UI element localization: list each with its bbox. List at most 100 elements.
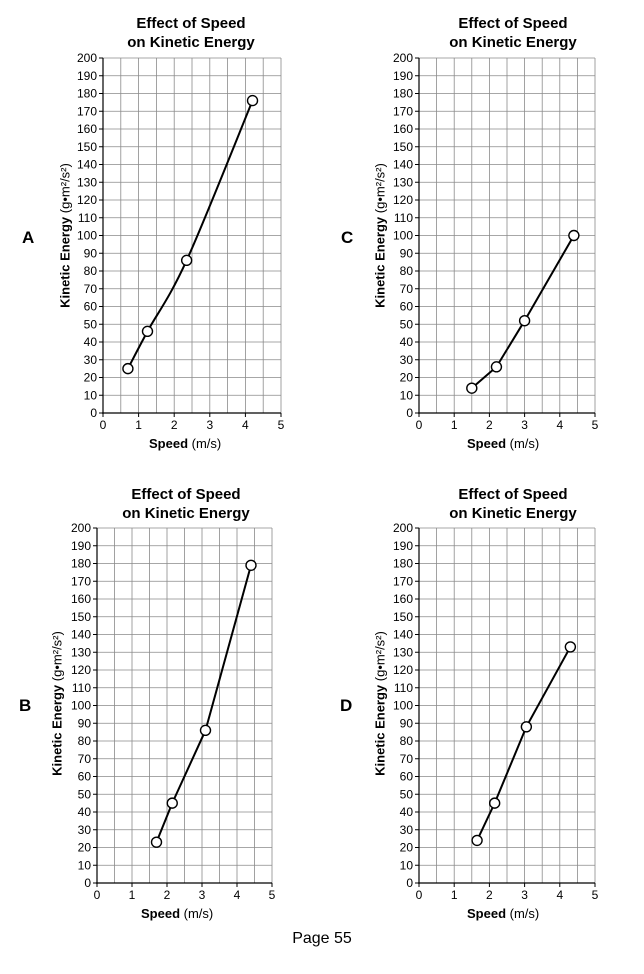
chart-title-line1: Effect of Speed — [131, 486, 241, 503]
y-tick-label: 0 — [406, 876, 413, 890]
x-tick-label: 4 — [556, 418, 563, 432]
y-tick-label: 110 — [394, 211, 413, 225]
series-line — [471, 234, 575, 389]
y-tick-label: 60 — [84, 300, 98, 314]
x-tick-label: 0 — [416, 418, 423, 432]
y-tick-label: 200 — [77, 51, 97, 65]
x-tick-label: 1 — [129, 888, 136, 902]
x-tick-label: 3 — [199, 888, 206, 902]
y-tick-label: 20 — [400, 371, 414, 385]
x-tick-label: 0 — [416, 888, 423, 902]
y-tick-label: 50 — [84, 317, 98, 331]
y-tick-label: 170 — [393, 574, 413, 588]
y-tick-label: 80 — [400, 734, 414, 748]
y-tick-label: 60 — [400, 300, 414, 314]
series-line — [127, 100, 254, 370]
y-tick-label: 170 — [393, 104, 413, 118]
y-tick-label: 80 — [84, 264, 98, 278]
y-tick-label: 30 — [84, 353, 98, 367]
data-point — [471, 834, 483, 847]
chart-title-line2: on Kinetic Energy — [127, 34, 255, 51]
data-point — [180, 254, 193, 267]
option-letter: D — [340, 696, 353, 715]
chart-title-line2: on Kinetic Energy — [449, 34, 577, 51]
y-tick-label: 40 — [400, 335, 414, 349]
y-tick-label: 10 — [78, 858, 92, 872]
y-tick-label: 30 — [400, 823, 414, 837]
y-tick-label: 30 — [78, 823, 92, 837]
y-tick-label: 140 — [71, 628, 91, 642]
chart-title: Effect of Speed on Kinetic Energy — [352, 485, 644, 523]
x-axis-label: Speed (m/s) — [467, 436, 540, 451]
y-tick-label: 100 — [393, 229, 413, 243]
data-point — [568, 229, 580, 242]
x-tick-label: 2 — [486, 418, 493, 432]
x-tick-label: 3 — [521, 418, 528, 432]
y-tick-label: 10 — [84, 388, 98, 402]
y-tick-label: 10 — [400, 388, 414, 402]
y-tick-label: 130 — [393, 175, 413, 189]
x-tick-label: 0 — [94, 888, 101, 902]
x-tick-label: 4 — [556, 888, 563, 902]
x-tick-label: 3 — [206, 418, 213, 432]
data-point — [122, 362, 134, 375]
x-tick-label: 5 — [592, 888, 599, 902]
x-tick-label: 2 — [164, 888, 171, 902]
y-tick-label: 200 — [71, 521, 91, 535]
y-tick-label: 140 — [393, 628, 413, 642]
y-tick-label: 50 — [400, 317, 414, 331]
data-point — [245, 559, 257, 571]
data-point — [150, 836, 163, 848]
x-tick-label: 5 — [278, 418, 285, 432]
data-point — [488, 797, 501, 809]
x-tick-label: 4 — [242, 418, 249, 432]
x-tick-label: 5 — [269, 888, 276, 902]
x-tick-label: 2 — [171, 418, 178, 432]
y-tick-label: 150 — [393, 610, 413, 624]
y-tick-label: 120 — [77, 193, 97, 207]
y-tick-label: 180 — [77, 87, 97, 101]
chart-plot: 0102030405060708090100110120130140150160… — [71, 521, 276, 902]
x-tick-label: 1 — [451, 888, 458, 902]
chart-panel-b: Effect of Speed on Kinetic Energy B Kine… — [0, 470, 322, 945]
chart-plot: 0102030405060708090100110120130140150160… — [393, 51, 599, 432]
y-tick-label: 70 — [84, 282, 98, 296]
y-tick-label: 180 — [71, 557, 91, 571]
x-tick-label: 1 — [135, 418, 142, 432]
y-tick-label: 60 — [400, 770, 414, 784]
data-point — [141, 325, 154, 338]
series-line — [155, 565, 252, 843]
option-letter: B — [19, 696, 32, 715]
x-axis-label: Speed (m/s) — [141, 906, 214, 921]
chart-title: Effect of Speed on Kinetic Energy — [352, 14, 644, 52]
chart-title: Effect of Speed on Kinetic Energy — [25, 485, 347, 523]
chart-title-line2: on Kinetic Energy — [122, 505, 250, 522]
y-tick-label: 0 — [406, 406, 413, 420]
x-tick-label: 2 — [486, 888, 493, 902]
y-tick-label: 90 — [78, 716, 92, 730]
y-tick-label: 130 — [393, 645, 413, 659]
y-tick-label: 120 — [393, 193, 413, 207]
x-tick-label: 3 — [521, 888, 528, 902]
data-point — [520, 721, 533, 733]
y-tick-label: 180 — [393, 557, 413, 571]
x-tick-label: 5 — [592, 418, 599, 432]
y-tick-label: 120 — [71, 663, 91, 677]
y-tick-label: 100 — [71, 699, 91, 713]
chart-title-line2: on Kinetic Energy — [449, 505, 577, 522]
y-tick-label: 0 — [90, 406, 97, 420]
y-tick-label: 90 — [84, 246, 98, 260]
y-tick-label: 130 — [71, 645, 91, 659]
data-point — [246, 94, 259, 107]
y-tick-label: 20 — [400, 841, 414, 855]
y-tick-label: 100 — [393, 699, 413, 713]
y-tick-label: 150 — [393, 140, 413, 154]
y-tick-label: 80 — [78, 734, 92, 748]
x-axis-label: Speed (m/s) — [467, 906, 540, 921]
y-tick-label: 190 — [393, 69, 413, 83]
data-point — [490, 361, 503, 373]
y-tick-label: 170 — [77, 104, 97, 118]
y-tick-label: 20 — [84, 371, 98, 385]
y-tick-label: 70 — [400, 282, 414, 296]
y-tick-label: 160 — [71, 592, 91, 606]
